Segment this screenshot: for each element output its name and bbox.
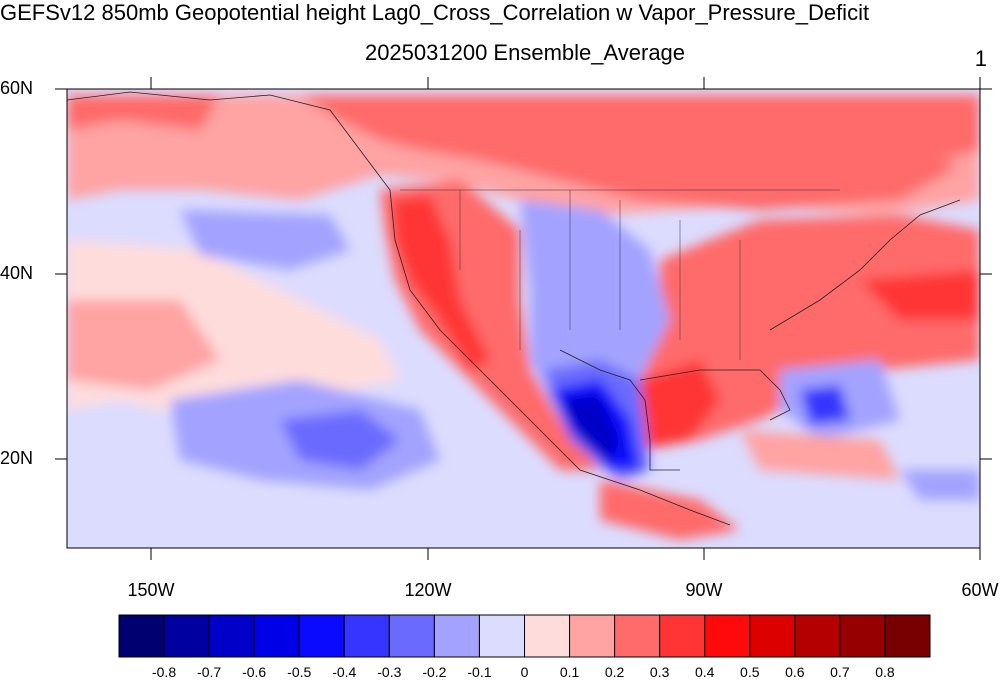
colorbar-tick-label: -0.5 [287,664,312,680]
colorbar-tick-label: -0.6 [242,664,267,680]
colorbar-tick-label: -0.7 [197,664,222,680]
colorbar-swatch [614,614,661,658]
colorbar-swatch [298,614,345,658]
subtitle-text: 2025031200 Ensemble_Average [364,40,686,65]
colorbar-swatch [839,614,886,658]
colorbar-swatch [433,614,480,658]
colorbar-swatch [749,614,796,658]
colorbar-tick-label: 0.5 [740,664,760,680]
plot-subtitle: 2025031200 Ensemble_Average [0,40,1004,66]
lat-label-60n: 60N [0,78,34,98]
correlation-field [67,89,980,548]
lon-label-120w: 120W [404,580,452,600]
colorbar-swatch [118,614,165,658]
colorbar-tick-label: 0.7 [830,664,850,680]
colorbar-tick-label: 0.6 [785,664,805,680]
colorbar-tick-label: 0.8 [875,664,895,680]
colorbar-tick-label: -0.2 [422,664,447,680]
colorbar-swatch [524,614,571,658]
colorbar-tick-label: -0.8 [151,664,177,680]
lon-label-90w: 90W [685,580,723,600]
colorbar-swatch [208,614,255,658]
lat-label-20n: 20N [0,448,34,468]
colorbar-swatch [343,614,390,658]
colorbar-swatch [388,614,435,658]
colorbar-tick-label: 0.1 [559,664,580,680]
colorbar-tick-label: 0.2 [604,664,625,680]
corner-label: 1 [974,46,987,71]
lat-label-40n: 40N [0,263,34,283]
colorbar-swatch [884,614,931,658]
colorbar-swatch [569,614,616,658]
colorbar-tick-label: -0.4 [332,664,357,680]
colorbar-swatch [794,614,841,658]
map-ticks [55,77,992,560]
colorbar-swatch [704,614,751,658]
colorbar-swatch [659,614,706,658]
colorbar-tick-label: -0.1 [467,664,492,680]
colorbar-tick-label: 0.4 [694,664,715,680]
colorbar-swatch [163,614,210,658]
map-frame [66,88,981,549]
colorbar [118,614,931,658]
colorbar-swatch [478,614,526,658]
colorbar-tick-label: -0.3 [377,664,402,680]
colorbar-swatch [253,614,300,658]
plot-title: GEFSv12 850mb Geopotential height Lag0_C… [0,0,870,25]
colorbar-tick-label: 0.3 [649,664,670,680]
colorbar-tick-label: 0 [520,664,529,680]
lon-label-150w: 150W [127,580,175,600]
lon-label-60w: 60W [961,580,999,600]
